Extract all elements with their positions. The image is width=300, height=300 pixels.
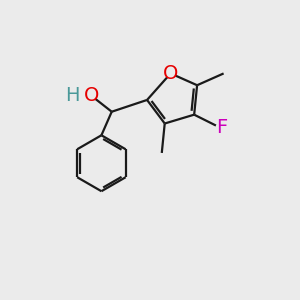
Text: F: F <box>217 118 228 137</box>
Text: H: H <box>65 86 79 105</box>
Text: O: O <box>83 86 99 105</box>
Text: O: O <box>163 64 178 83</box>
